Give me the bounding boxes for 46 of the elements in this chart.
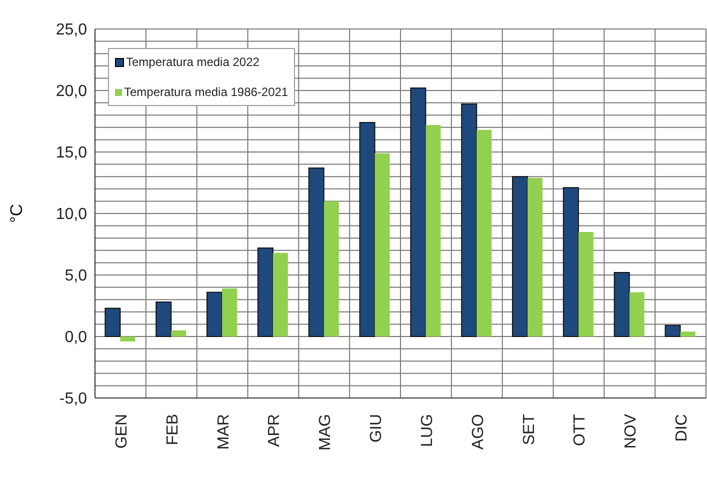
bar: [410, 88, 426, 337]
bar: [120, 336, 136, 342]
bar: [476, 130, 492, 336]
x-tick-label: DIC: [674, 414, 691, 442]
bar: [272, 252, 288, 336]
bar: [156, 302, 172, 337]
bar: [614, 272, 630, 337]
bar: [359, 122, 376, 337]
x-tick-label: AGO: [470, 414, 487, 450]
y-tick-label: 20,0: [56, 83, 88, 100]
legend-label: Temperatura media 2022: [126, 55, 260, 69]
bar: [171, 330, 186, 336]
bar: [257, 247, 274, 337]
y-tick-label: 10,0: [56, 206, 88, 224]
y-axis-title: °C: [7, 204, 26, 224]
bar: [578, 232, 594, 336]
y-tick-label: 5,0: [64, 268, 88, 285]
bar: [426, 124, 441, 336]
x-tick-label: GEN: [113, 414, 130, 449]
bar: [104, 308, 121, 337]
bar: [629, 292, 644, 336]
bar: [512, 176, 528, 337]
x-tick-label: MAG: [317, 414, 334, 450]
y-tick-label: 0,0: [64, 329, 88, 346]
bar: [680, 332, 696, 336]
bar: [374, 153, 390, 336]
bar: [206, 292, 223, 337]
bar: [461, 104, 478, 337]
x-tick-label: OTT: [572, 414, 589, 446]
x-tick-label: GIU: [368, 414, 386, 442]
bar: [664, 324, 681, 337]
legend-label: Temperatura media 1986-2021: [124, 85, 288, 99]
x-tick-label: FEB: [164, 414, 182, 446]
bar: [562, 187, 579, 337]
x-tick-label: APR: [266, 414, 284, 447]
x-tick-label: NOV: [622, 414, 640, 449]
bar: [308, 167, 324, 337]
bar: [324, 201, 339, 336]
bar: [222, 288, 238, 336]
bar: [528, 178, 543, 336]
x-tick-label: SET: [520, 414, 538, 446]
y-tick-label: 15,0: [56, 144, 88, 162]
y-tick-label: 25,0: [56, 22, 88, 39]
x-tick-label: MAR: [215, 414, 232, 450]
x-tick-label: LUG: [418, 414, 436, 447]
y-tick-label: -5,0: [59, 390, 88, 408]
